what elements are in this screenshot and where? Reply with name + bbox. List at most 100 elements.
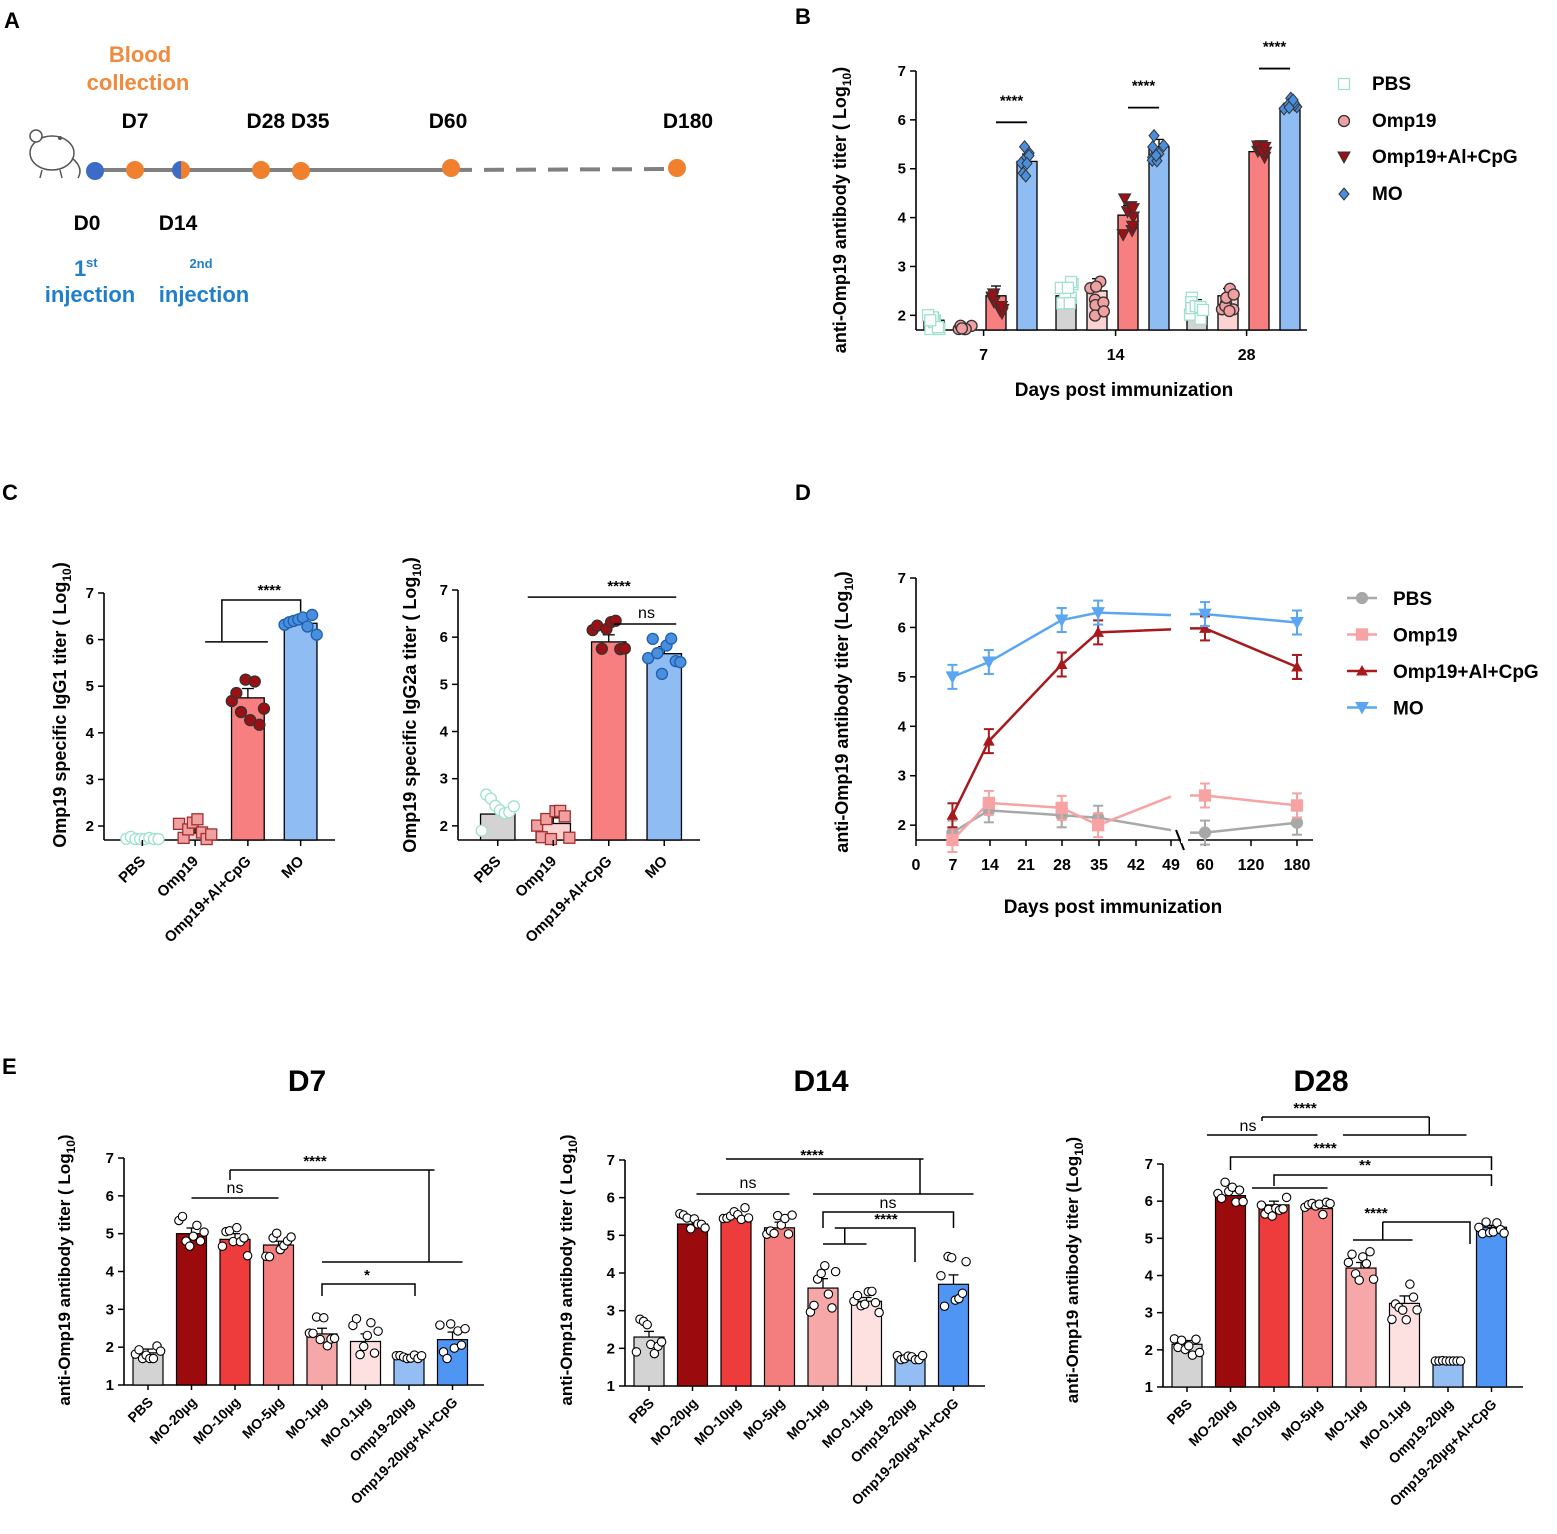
x-tick-label: MO-10µg xyxy=(1229,1396,1282,1449)
x-tick-label: 120 xyxy=(1238,857,1265,874)
data-point xyxy=(271,1228,282,1238)
data-point xyxy=(982,796,996,810)
panel-e-d7-chart: 1 2 3 4 5 6 7 anti-Omp19 antibody titer ( Log10… xyxy=(55,1065,484,1507)
data-point xyxy=(1387,1314,1397,1325)
data-point xyxy=(685,1224,696,1234)
day-label-d180: D180 xyxy=(663,110,713,133)
data-point xyxy=(1194,1347,1205,1358)
data-point xyxy=(946,1252,957,1263)
data-point xyxy=(769,1228,779,1239)
data-point xyxy=(924,314,937,327)
data-point xyxy=(1365,1246,1375,1257)
mouse-icon xyxy=(29,129,81,179)
panel-b-chart: 2 3 4 5 6 7 anti-Omp19 antibody titer ( Log10)… xyxy=(830,39,1518,401)
data-point xyxy=(1196,303,1210,317)
bar xyxy=(1279,107,1301,331)
y-tick-label: 4 xyxy=(106,1264,115,1281)
data-point xyxy=(230,686,243,700)
axis-break xyxy=(1175,829,1185,851)
data-point xyxy=(351,1314,362,1324)
data-point xyxy=(1063,297,1076,310)
y-tick-label: 3 xyxy=(898,258,906,275)
y-tick-label: 3 xyxy=(440,771,448,788)
x-tick-label: 60 xyxy=(1196,857,1214,874)
data-point xyxy=(188,1231,199,1241)
data-point xyxy=(1157,138,1170,153)
bar xyxy=(283,622,318,841)
data-point xyxy=(783,1229,794,1239)
y-tick-label: 7 xyxy=(898,570,906,587)
data-point xyxy=(134,1345,144,1355)
data-point xyxy=(286,1232,296,1242)
y-tick-label: 4 xyxy=(1145,1268,1154,1285)
y-tick-label: 2 xyxy=(898,817,906,834)
data-point xyxy=(152,832,165,846)
legend-label: MO xyxy=(1393,699,1424,720)
significance-label: **** xyxy=(1132,78,1156,95)
data-point xyxy=(1199,622,1211,633)
data-point xyxy=(852,1290,863,1301)
data-point xyxy=(1176,1335,1187,1346)
x-tick-label: MO-10µg xyxy=(190,1394,243,1447)
data-point xyxy=(442,1353,452,1364)
panel-label-a: A xyxy=(4,8,20,33)
data-point xyxy=(994,301,1009,314)
data-point xyxy=(1267,1211,1277,1221)
data-point xyxy=(867,1286,877,1297)
data-point xyxy=(329,1333,340,1344)
x-tick-label: PBS xyxy=(471,853,505,887)
significance-label: ns xyxy=(880,1195,897,1212)
y-axis-label: anti-Omp19 antibody titer ( Log10) xyxy=(557,1134,580,1405)
data-point xyxy=(945,671,960,684)
data-point xyxy=(1091,607,1105,620)
panel-c-igg2a-chart: 2 3 4 5 6 7 Omp19 specific IgG2a titer ( Log10… xyxy=(400,557,700,946)
data-point xyxy=(651,647,664,660)
data-point xyxy=(1061,281,1075,294)
bar xyxy=(1475,1226,1508,1388)
data-point xyxy=(1238,1196,1248,1207)
significance-line xyxy=(221,599,302,642)
significance-line xyxy=(321,1283,416,1296)
panel-label-c: C xyxy=(2,480,18,505)
data-point xyxy=(1455,1356,1466,1366)
data-point xyxy=(1287,93,1299,107)
x-tick-label: PBS xyxy=(124,1394,156,1426)
data-point xyxy=(655,667,669,681)
y-tick-label: 7 xyxy=(1145,1156,1153,1173)
x-tick-label: 42 xyxy=(1127,857,1145,874)
data-point xyxy=(642,651,655,665)
y-tick-label: 5 xyxy=(106,1226,114,1243)
x-tick-label: MO-5µg xyxy=(1278,1396,1326,1444)
data-point xyxy=(1092,626,1104,637)
x-tick-label: Omp19 xyxy=(512,853,560,901)
data-point xyxy=(253,718,266,731)
x-tick-label: MO xyxy=(278,853,307,882)
y-tick-label: 6 xyxy=(440,629,448,646)
y-tick-label: 7 xyxy=(607,1152,615,1169)
y-tick-label: 4 xyxy=(86,725,95,742)
data-point xyxy=(740,1203,750,1213)
y-tick-label: 6 xyxy=(898,112,906,129)
y-tick-label: 6 xyxy=(86,632,94,649)
data-point xyxy=(1198,789,1212,802)
x-tick-label: 21 xyxy=(1017,857,1035,874)
data-point xyxy=(1223,304,1236,318)
data-point xyxy=(234,705,248,719)
data-point xyxy=(809,1300,819,1311)
data-point xyxy=(373,1326,383,1336)
data-point xyxy=(301,620,314,633)
data-point xyxy=(1405,1279,1415,1289)
bar xyxy=(590,641,627,841)
legend-label: Omp19 xyxy=(1393,626,1457,647)
bar xyxy=(1301,1207,1334,1388)
significance-line xyxy=(822,1211,955,1228)
data-point xyxy=(1354,1275,1364,1285)
data-point xyxy=(1408,1292,1419,1302)
significance-label: **** xyxy=(1293,1100,1317,1117)
bar xyxy=(1148,146,1170,331)
data-point xyxy=(985,291,1000,305)
x-axis-label: Days post immunization xyxy=(1015,380,1234,401)
data-point xyxy=(939,1301,950,1311)
data-point xyxy=(618,642,631,655)
data-point xyxy=(982,656,996,670)
